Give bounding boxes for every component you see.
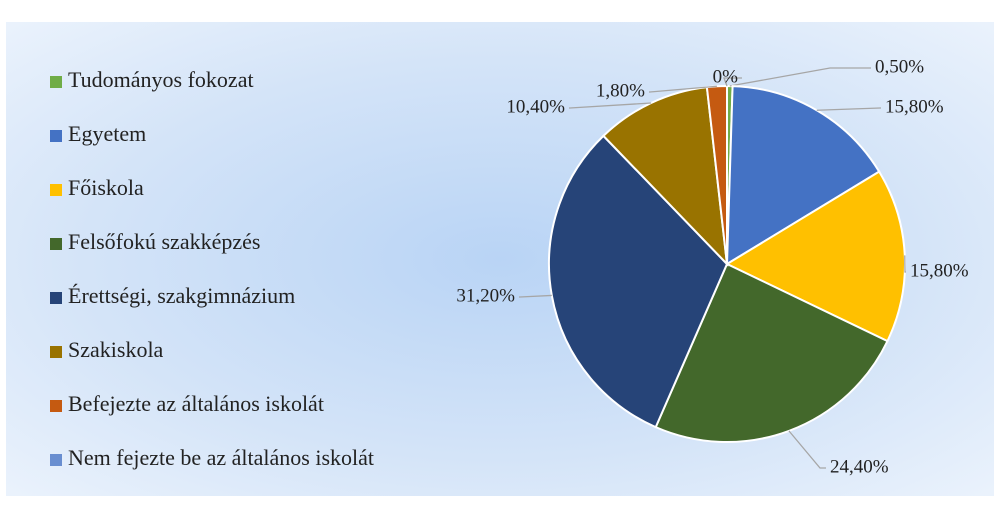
legend-swatch <box>50 454 62 466</box>
legend-label: Befejezte az általános iskolát <box>68 391 324 416</box>
pie-slice <box>654 262 889 443</box>
legend-swatch <box>50 238 62 250</box>
leader-line <box>729 67 871 87</box>
legend-swatch <box>50 76 62 88</box>
legend-label: Tudományos fokozat <box>68 67 254 92</box>
legend-label: Szakiskola <box>68 337 164 362</box>
data-label: 10,40% <box>506 96 565 117</box>
legend-label: Érettségi, szakgimnázium <box>68 283 295 308</box>
data-label: 24,40% <box>830 456 889 477</box>
data-label: 31,20% <box>456 285 515 306</box>
legend-swatch <box>50 184 62 196</box>
legend-label: Főiskola <box>68 175 144 200</box>
pie-slice <box>548 134 729 429</box>
pie-slice <box>724 170 906 343</box>
leader-line <box>816 107 881 111</box>
legend-label: Egyetem <box>68 121 146 146</box>
leader-line <box>519 294 552 298</box>
legend-swatch <box>50 130 62 142</box>
data-label: 0,50% <box>875 56 924 77</box>
legend-label: Nem fejezte be az általános iskolát <box>68 445 374 470</box>
leader-line <box>904 255 906 273</box>
leader-line <box>788 430 826 469</box>
leader-line <box>569 102 652 109</box>
legend-swatch <box>50 292 62 304</box>
leader-line <box>723 77 742 87</box>
legend-label: Felsőfokú szakképzés <box>68 229 260 254</box>
data-label: 15,80% <box>910 260 969 281</box>
data-label: 1,80% <box>596 80 645 101</box>
leader-line <box>649 85 717 93</box>
legend-swatch <box>50 346 62 358</box>
legend-swatch <box>50 400 62 412</box>
data-label: 15,80% <box>885 96 944 117</box>
data-label: 0% <box>713 66 739 87</box>
